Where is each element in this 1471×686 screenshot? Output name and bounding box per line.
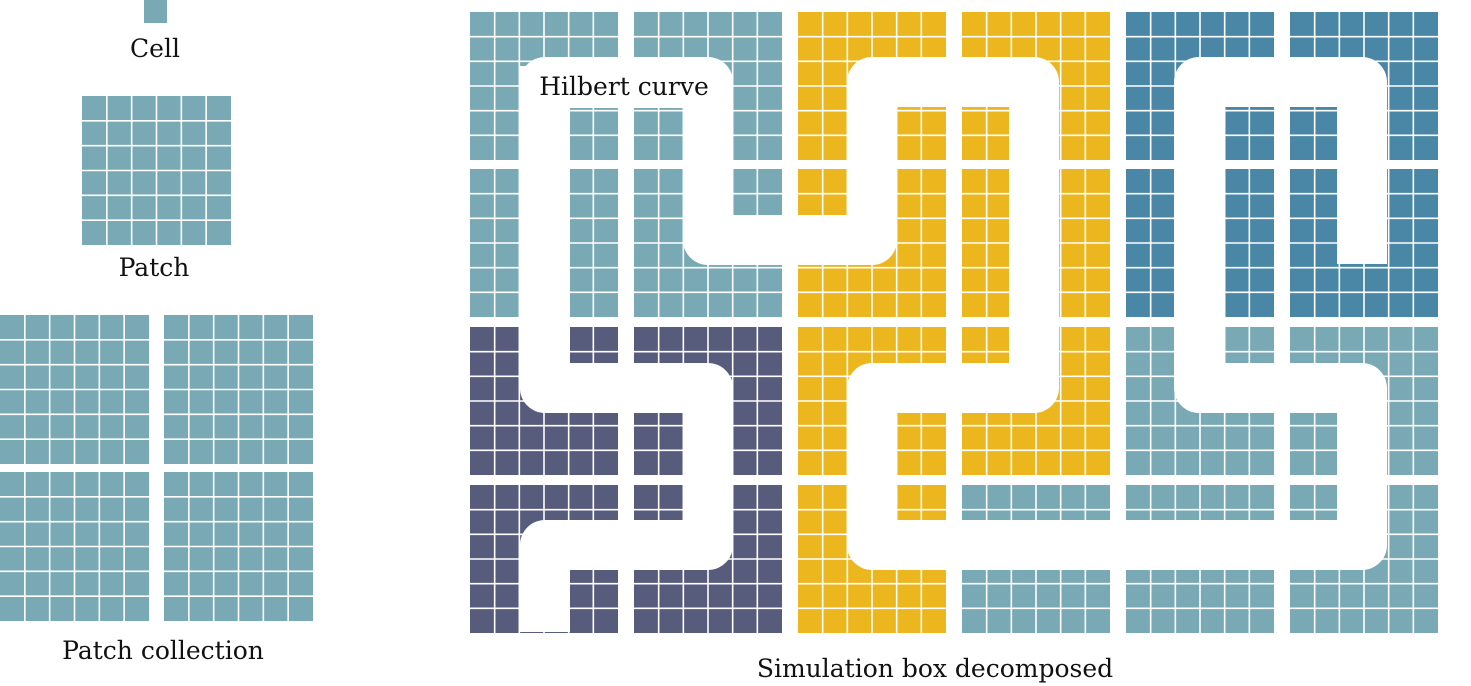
cell-square (144, 0, 167, 23)
patch-label: Patch (119, 253, 190, 282)
hilbert-curve (520, 57, 1387, 632)
hilbert-curve-label-box: Hilbert curve (520, 66, 726, 108)
cell-example (144, 0, 167, 23)
hilbert-curve-label: Hilbert curve (539, 72, 709, 101)
collection-patch (164, 315, 313, 464)
patch-square (82, 96, 231, 245)
collection-patch (164, 472, 313, 621)
simulation-box-label: Simulation box decomposed (757, 654, 1113, 683)
cell-label: Cell (130, 34, 180, 63)
collection-patch (0, 472, 149, 621)
patch-collection (0, 315, 313, 621)
patch-example (82, 96, 231, 245)
collection-patch (0, 315, 149, 464)
patch-collection-label: Patch collection (62, 636, 264, 665)
